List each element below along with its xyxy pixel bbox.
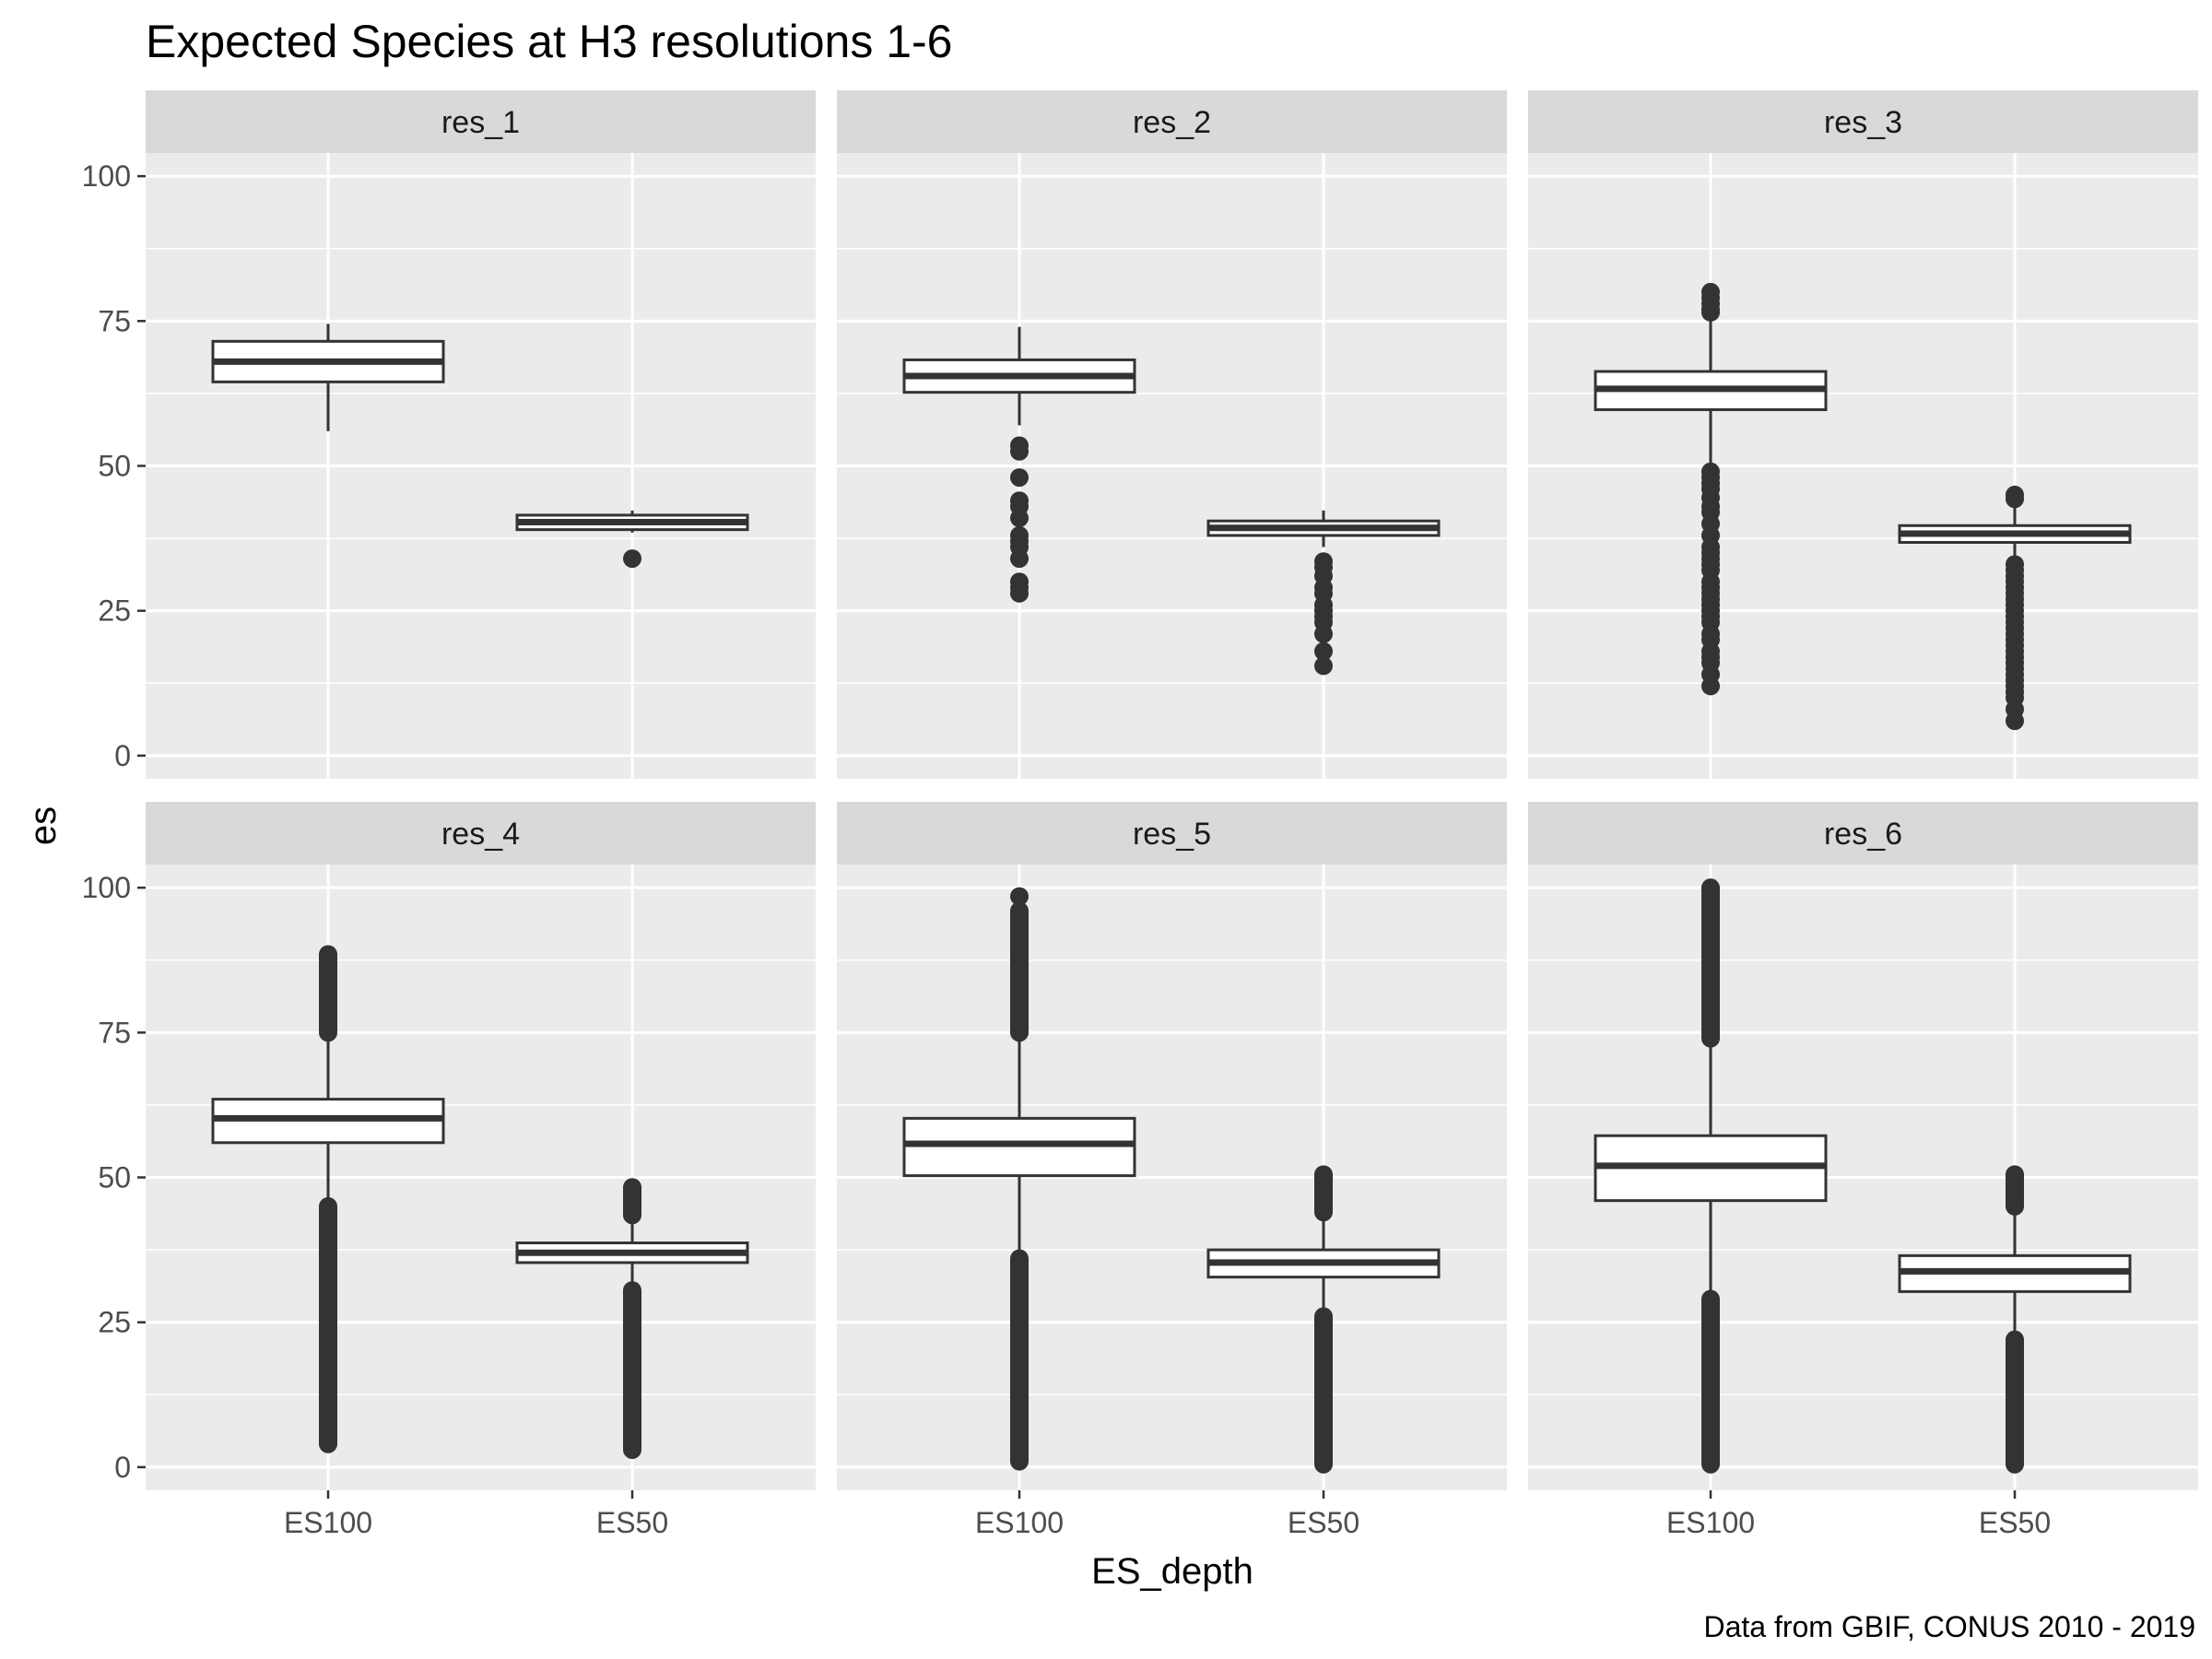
- facet-strip-label: res_1: [441, 105, 520, 140]
- box-ES100: [1594, 282, 1828, 696]
- box-ES50: [515, 1178, 749, 1459]
- y-tick-label: 25: [98, 1306, 131, 1339]
- outlier-run: [319, 1196, 337, 1453]
- y-tick-label: 25: [98, 594, 131, 628]
- y-tick-label: 50: [98, 1161, 131, 1194]
- facet-strip: [1528, 802, 2198, 865]
- outlier-point: [1010, 441, 1029, 461]
- y-tick-label: 100: [82, 871, 131, 904]
- x-tick-label: ES50: [1288, 1506, 1359, 1539]
- outlier-run: [319, 945, 337, 1042]
- facet-strip-label: res_6: [1824, 817, 1902, 852]
- facet-strip: [837, 802, 1507, 865]
- x-tick-label: ES100: [284, 1506, 372, 1539]
- facet-panel-res_2: res_2: [837, 90, 1507, 779]
- y-axis-title: es: [23, 806, 64, 845]
- y-tick-label: 50: [98, 450, 131, 483]
- x-axis-title: ES_depth: [1091, 1551, 1253, 1592]
- facet-strip-label: res_2: [1133, 105, 1211, 140]
- outlier-point: [1701, 677, 1720, 696]
- outlier-run: [1314, 1307, 1333, 1474]
- outlier-point: [1314, 656, 1333, 676]
- facet-panel-res_1: res_1 0 25 50 75 100: [82, 90, 816, 779]
- chart-title: Expected Species at H3 resolutions 1-6: [146, 16, 953, 67]
- outlier-point: [1010, 887, 1029, 906]
- outlier-run: [1701, 878, 1720, 1048]
- outlier-run: [1314, 1165, 1333, 1222]
- outlier-run: [1010, 901, 1029, 1042]
- x-tick-label: ES100: [975, 1506, 1064, 1539]
- y-tick-label: 0: [114, 1451, 131, 1484]
- x-tick-label: ES50: [1979, 1506, 2051, 1539]
- outlier-point: [1314, 624, 1333, 643]
- outlier-point: [1314, 641, 1333, 661]
- facet-strip: [146, 802, 816, 865]
- outlier-run: [2006, 1165, 2024, 1216]
- facet-strip: [1528, 90, 2198, 153]
- box-ES50: [1206, 1165, 1441, 1474]
- facet-panel-res_6: res_6 ES100 ES50: [1528, 802, 2198, 1539]
- outlier-run: [1701, 1289, 1720, 1474]
- y-tick-label: 75: [98, 304, 131, 337]
- facet-panel-res_4: res_4 0 25 50 75 100 ES100 ES50: [82, 802, 816, 1539]
- outlier-point: [1010, 509, 1029, 528]
- x-tick-label: ES50: [596, 1506, 668, 1539]
- box-ES50: [1898, 485, 2132, 731]
- box-ES50: [1206, 510, 1441, 676]
- facet-strip-label: res_5: [1133, 817, 1211, 852]
- box-ES100: [211, 945, 445, 1453]
- chart-caption: Data from GBIF, CONUS 2010 - 2019: [1703, 1610, 2195, 1643]
- outlier-run: [623, 1178, 641, 1225]
- y-tick-label: 75: [98, 1016, 131, 1049]
- outlier-point: [2006, 489, 2024, 509]
- box-ES100: [902, 887, 1136, 1471]
- box-ES100: [211, 324, 445, 431]
- outlier-point: [2006, 712, 2024, 731]
- box-ES50: [1898, 1165, 2132, 1474]
- outlier-run: [623, 1281, 641, 1459]
- outlier-point: [1010, 583, 1029, 603]
- outlier-point: [1010, 468, 1029, 488]
- facet-strip: [837, 90, 1507, 153]
- x-tick-label: ES100: [1666, 1506, 1755, 1539]
- outlier-run: [1010, 1249, 1029, 1471]
- y-tick-label: 0: [114, 739, 131, 772]
- facet-strip-label: res_4: [441, 817, 520, 852]
- outlier-point: [1701, 302, 1720, 322]
- facet-panels: res_1 0 25 50 75 100 res_2 res_3 res_4 0 25 50 75 100…: [82, 90, 2198, 1539]
- outlier-point: [1010, 549, 1029, 569]
- outlier-run: [2006, 1330, 2024, 1474]
- facet-panel-res_5: res_5 ES100 ES50: [837, 802, 1507, 1539]
- facet-strip-label: res_3: [1824, 105, 1902, 140]
- box-ES50: [515, 510, 749, 569]
- y-tick-label: 100: [82, 159, 131, 193]
- box-ES100: [902, 326, 1136, 603]
- facet-strip: [146, 90, 816, 153]
- facet-panel-res_3: res_3: [1528, 90, 2198, 779]
- box-ES100: [1594, 878, 1828, 1474]
- outlier-point: [623, 549, 641, 569]
